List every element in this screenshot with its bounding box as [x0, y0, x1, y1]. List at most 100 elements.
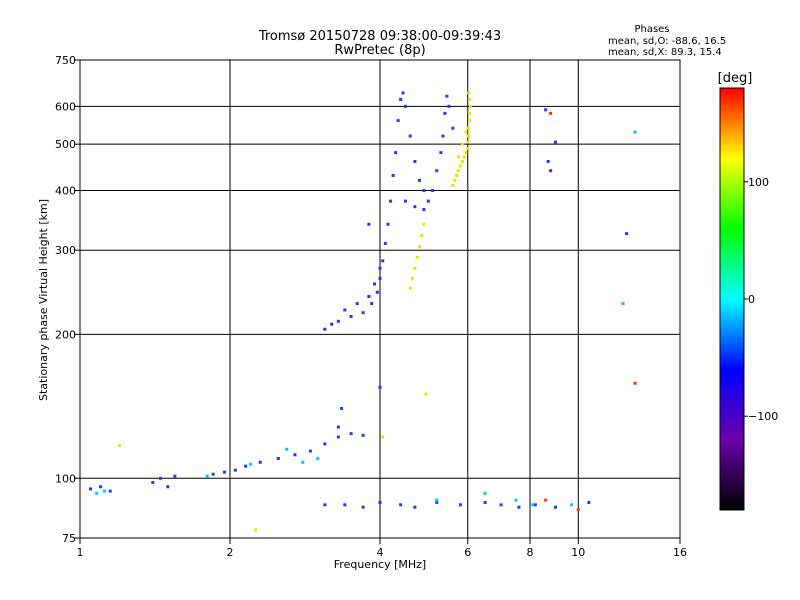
data-point [549, 169, 553, 173]
data-point [408, 134, 412, 138]
data-point [375, 290, 379, 294]
data-point [468, 119, 472, 123]
data-point [415, 255, 419, 259]
data-point [633, 381, 637, 385]
data-point [460, 142, 464, 146]
data-point [483, 491, 487, 495]
data-point [373, 282, 377, 286]
data-point [89, 487, 93, 491]
data-point [378, 385, 382, 389]
data-point [422, 188, 426, 192]
colorbar-tick-label: −100 [748, 410, 778, 423]
data-point [381, 435, 385, 439]
data-point [469, 104, 473, 108]
data-point [435, 169, 439, 173]
data-point [367, 222, 371, 226]
data-point [413, 266, 417, 270]
data-point [431, 188, 435, 192]
data-point [378, 276, 382, 280]
data-point [381, 259, 385, 263]
data-point [403, 104, 407, 108]
data-point [403, 199, 407, 203]
data-point [445, 94, 449, 98]
data-point [383, 241, 387, 245]
data-point [466, 126, 470, 130]
data-point [308, 449, 312, 453]
data-point [435, 500, 439, 504]
colorbar-label: [deg] [718, 71, 753, 86]
data-point [441, 134, 445, 138]
data-point [417, 245, 421, 249]
data-point [249, 462, 253, 466]
data-point [323, 327, 327, 331]
data-point [457, 169, 461, 173]
data-point [533, 503, 537, 507]
data-point [396, 119, 400, 123]
data-point [417, 178, 421, 182]
data-point [349, 432, 353, 436]
data-point [411, 276, 415, 280]
x-tick-label: 2 [227, 546, 234, 559]
data-point [343, 308, 347, 312]
y-tick-label: 75 [62, 532, 76, 545]
plot-area: 1 2 4 6 8 10 16 75 100 200 300 400 500 600 750 [55, 54, 687, 559]
data-point [587, 500, 591, 504]
data-point [458, 164, 462, 168]
data-point [483, 500, 487, 504]
data-point [323, 442, 327, 446]
y-tick-label: 750 [55, 54, 76, 67]
data-point [553, 505, 557, 509]
data-point [378, 500, 382, 504]
data-point [464, 130, 468, 134]
data-point [389, 199, 393, 203]
data-point [451, 183, 455, 187]
colorbar-tick-label: 0 [748, 293, 755, 306]
data-point [499, 503, 503, 507]
data-point [462, 155, 466, 159]
x-tick-label: 16 [673, 546, 687, 559]
data-point [340, 406, 344, 410]
data-point [361, 311, 365, 315]
data-point [285, 447, 289, 451]
data-point [343, 503, 347, 507]
data-point [336, 425, 340, 429]
data-point [378, 266, 382, 270]
data-point [293, 453, 297, 457]
data-point [633, 130, 637, 134]
y-tick-label: 200 [55, 328, 76, 341]
data-point [349, 314, 353, 318]
x-tick-label: 1 [77, 546, 84, 559]
y-axis-label: Stationary phase Virtual Height [km] [37, 199, 50, 401]
data-point [401, 91, 405, 95]
data-point [457, 155, 461, 159]
data-point [553, 140, 557, 144]
x-tick-label: 10 [571, 546, 585, 559]
data-point [544, 498, 548, 502]
data-point [576, 508, 580, 512]
data-point [621, 302, 625, 306]
data-point [391, 173, 395, 177]
data-point [460, 159, 464, 163]
data-point [330, 322, 334, 326]
x-tick-label: 8 [527, 546, 534, 559]
data-point [435, 498, 439, 502]
data-point [458, 503, 462, 507]
data-point [514, 498, 518, 502]
data-point [625, 232, 629, 236]
data-point [422, 222, 426, 226]
data-point [455, 173, 459, 177]
data-point [316, 456, 320, 460]
data-point [544, 108, 548, 112]
data-point [276, 456, 280, 460]
data-point [336, 319, 340, 323]
data-point [531, 503, 535, 507]
data-point [399, 98, 403, 102]
data-point [99, 485, 103, 489]
data-point [151, 480, 155, 484]
data-point [399, 503, 403, 507]
data-point [408, 286, 412, 290]
colorbar-gradient [719, 87, 745, 511]
data-point [453, 178, 457, 182]
data-point [386, 222, 390, 226]
